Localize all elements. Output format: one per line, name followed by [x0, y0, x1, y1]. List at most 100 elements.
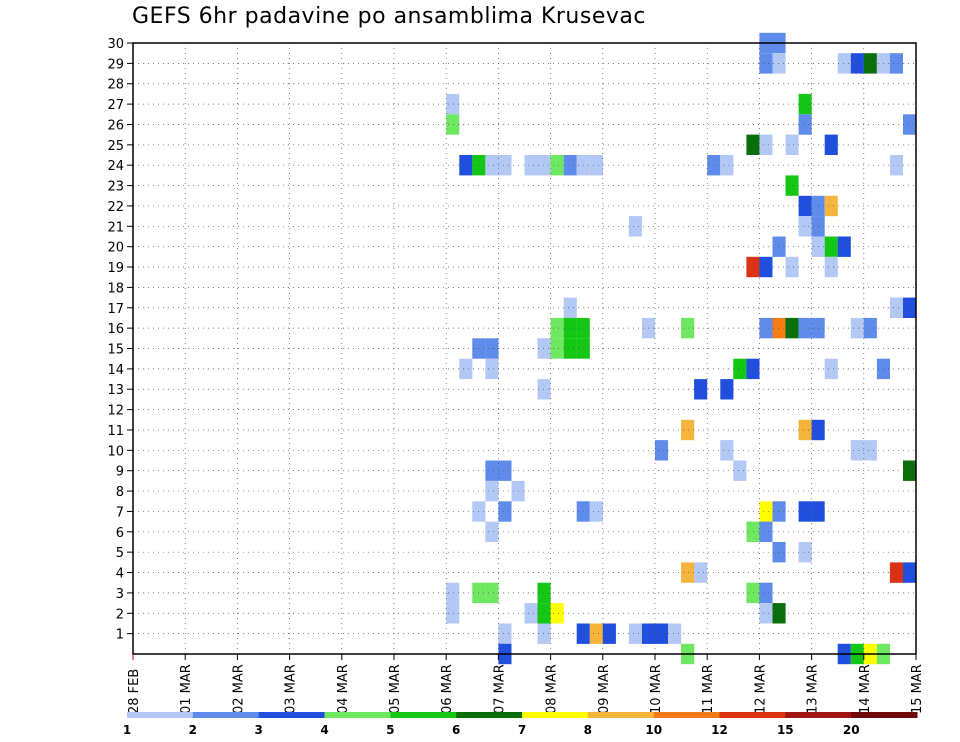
- y-tick-label: 22: [107, 200, 124, 215]
- y-tick-label: 5: [116, 546, 124, 561]
- heatmap-cell: [785, 134, 799, 155]
- heatmap-cell: [563, 155, 577, 176]
- heatmap-cell: [537, 338, 551, 359]
- y-tick-label: 28: [107, 78, 124, 93]
- heatmap-cell: [589, 623, 603, 644]
- heatmap-cell: [785, 175, 799, 196]
- heatmap-cell: [889, 562, 903, 583]
- heatmap-cell: [798, 419, 812, 441]
- y-tick-label: 26: [107, 118, 124, 133]
- legend-swatch: [522, 712, 589, 718]
- y-tick-label: 15: [107, 343, 124, 358]
- legend-swatch: [587, 712, 655, 718]
- heatmap-cell: [485, 358, 499, 380]
- y-tick-label: 12: [107, 404, 124, 419]
- heatmap-cell: [485, 338, 499, 359]
- legend-label: 10: [645, 723, 662, 737]
- heatmap-cell: [550, 338, 564, 359]
- y-tick-label: 21: [107, 220, 124, 235]
- legend-label: 3: [255, 723, 263, 737]
- heatmap-cell: [889, 155, 903, 176]
- heatmap-cell: [889, 53, 903, 74]
- y-tick-label: 7: [116, 505, 124, 520]
- y-tick-label: 8: [116, 485, 124, 500]
- heatmap-cell: [498, 460, 512, 481]
- heatmap-cell: [746, 358, 760, 380]
- heatmap-cell: [655, 623, 669, 644]
- y-tick-label: 2: [116, 607, 124, 622]
- x-tick-label: 11 MAR: [701, 664, 716, 714]
- x-tick-label: 10 MAR: [649, 664, 664, 714]
- heatmap-cell: [798, 195, 812, 217]
- heatmap-cells: [446, 32, 917, 665]
- x-tick-label: 08 MAR: [545, 664, 560, 714]
- legend-swatch: [719, 712, 786, 718]
- x-tick-label: 14 MAR: [858, 664, 873, 714]
- color-legend: 1 2 3 4 5 6 7 8 10 12 15 20: [123, 712, 918, 737]
- heatmap-cell: [759, 317, 773, 339]
- heatmap-cell: [498, 155, 512, 176]
- heatmap-cell: [863, 317, 877, 339]
- heatmap-cell: [681, 317, 695, 339]
- heatmap-cell: [537, 623, 551, 644]
- legend-label: 1: [123, 723, 131, 737]
- heatmap-cell: [903, 114, 917, 135]
- heatmap-cell: [850, 440, 864, 461]
- heatmap-cell: [746, 521, 760, 542]
- heatmap-cell: [537, 582, 551, 604]
- y-tick-label: 16: [107, 322, 124, 337]
- heatmap-cell: [785, 317, 799, 339]
- heatmap-cell: [772, 236, 786, 257]
- y-tick-label: 24: [107, 159, 124, 174]
- heatmap-cell: [837, 236, 851, 257]
- heatmap-cell: [550, 155, 564, 176]
- x-tick-label: 28 FEB: [127, 669, 142, 714]
- y-tick-label: 9: [116, 465, 124, 480]
- heatmap-cell: [485, 480, 499, 502]
- x-tick-label: 15 MAR: [910, 664, 925, 714]
- heatmap-cell: [589, 155, 603, 176]
- heatmap-cell: [459, 358, 473, 380]
- heatmap-cell: [824, 195, 838, 217]
- y-tick-label: 25: [107, 139, 124, 154]
- heatmap-cell: [772, 603, 786, 624]
- heatmap-cell: [668, 623, 682, 644]
- heatmap-cell: [759, 256, 773, 278]
- heatmap-cell: [903, 297, 917, 318]
- heatmap-cell: [798, 542, 812, 563]
- y-tick-label: 27: [107, 98, 124, 113]
- y-tick-label: 19: [107, 261, 124, 276]
- heatmap-cell: [850, 53, 864, 74]
- legend-label: 20: [843, 723, 860, 737]
- heatmap-cell: [759, 521, 773, 542]
- heatmap-cell: [720, 440, 734, 461]
- heatmap-cell: [759, 582, 773, 604]
- heatmap-cell: [563, 338, 577, 359]
- heatmap-cell: [746, 582, 760, 604]
- y-tick-label: 30: [107, 37, 124, 52]
- x-tick-label: 07 MAR: [492, 664, 507, 714]
- legend-label: 5: [386, 723, 394, 737]
- heatmap-cell: [903, 562, 917, 583]
- legend-label: 6: [452, 723, 460, 737]
- legend-label: 4: [320, 723, 328, 737]
- legend-swatch: [258, 712, 325, 718]
- heatmap-cell: [537, 603, 551, 624]
- x-axis: 28 FEB 01 MAR 02 MAR 03 MAR 04 MAR 05 MAR 06 M…: [127, 654, 925, 714]
- heatmap-cell: [550, 317, 564, 339]
- heatmap-cell: [785, 256, 799, 278]
- y-tick-label: 17: [107, 302, 124, 317]
- heatmap-cell: [746, 256, 760, 278]
- legend-swatch: [456, 712, 523, 718]
- legend-swatch: [653, 712, 720, 718]
- x-tick-label: 05 MAR: [388, 664, 403, 714]
- heatmap-cell: [485, 155, 499, 176]
- heatmap-cell: [889, 297, 903, 318]
- x-tick-label: 02 MAR: [231, 664, 246, 714]
- heatmap-cell: [498, 501, 512, 522]
- heatmap-cell: [772, 501, 786, 522]
- x-tick-label: 06 MAR: [440, 664, 455, 714]
- legend-label: 7: [518, 723, 526, 737]
- y-tick-label: 10: [107, 444, 124, 459]
